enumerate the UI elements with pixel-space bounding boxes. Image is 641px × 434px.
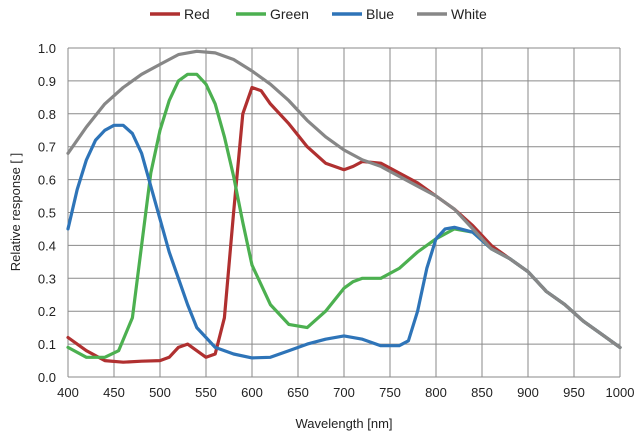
- series-lines: [66, 49, 622, 364]
- x-tick-label: 400: [57, 385, 79, 400]
- y-tick-label: 0.1: [38, 337, 56, 352]
- legend-label-white: White: [451, 6, 487, 22]
- x-tick-label: 750: [379, 385, 401, 400]
- y-tick-label: 0.3: [38, 271, 56, 286]
- x-tick-label: 1000: [606, 385, 635, 400]
- x-tick-label: 850: [471, 385, 493, 400]
- x-tick-label: 650: [287, 385, 309, 400]
- grid-lines: [67, 47, 621, 378]
- legend-label-blue: Blue: [366, 6, 394, 22]
- x-tick-label: 700: [333, 385, 355, 400]
- x-axis-title: Wavelength [nm]: [295, 416, 392, 431]
- y-axis-ticks: 0.0 0.1 0.2 0.3 0.4 0.5 0.6 0.7 0.8 0.9 1.0: [38, 41, 56, 385]
- x-tick-label: 550: [195, 385, 217, 400]
- y-tick-label: 0.8: [38, 107, 56, 122]
- x-tick-label: 500: [149, 385, 171, 400]
- y-tick-label: 0.6: [38, 173, 56, 188]
- x-tick-label: 450: [103, 385, 125, 400]
- x-tick-label: 950: [563, 385, 585, 400]
- legend-label-red: Red: [184, 6, 210, 22]
- y-tick-label: 0.4: [38, 238, 56, 253]
- y-tick-label: 0.0: [38, 370, 56, 385]
- legend-label-green: Green: [270, 6, 309, 22]
- x-tick-label: 800: [425, 385, 447, 400]
- series-line-white: [66, 49, 622, 349]
- y-tick-label: 0.2: [38, 304, 56, 319]
- x-axis-ticks: 400 450 500 550 600 650 700 750 800 850 900 950 1000: [57, 385, 634, 400]
- x-tick-label: 900: [517, 385, 539, 400]
- y-tick-label: 0.5: [38, 206, 56, 221]
- y-axis-title: Relative response [ ]: [8, 153, 23, 272]
- y-tick-label: 0.9: [38, 74, 56, 89]
- legend: Red Green Blue White: [150, 6, 487, 22]
- y-tick-label: 1.0: [38, 41, 56, 56]
- y-tick-label: 0.7: [38, 140, 56, 155]
- x-tick-label: 600: [241, 385, 263, 400]
